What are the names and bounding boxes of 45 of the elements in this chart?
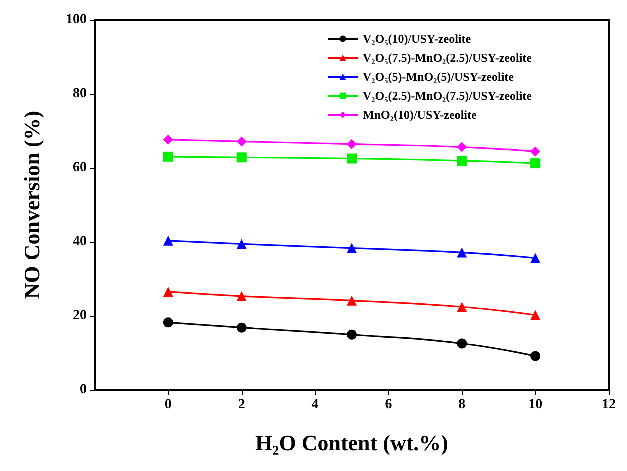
point (530, 351, 541, 362)
point (236, 291, 247, 302)
point (347, 296, 357, 306)
legend-label: V₂O₅(7.5)-MnO₂(2.5)/USY-zeolite (363, 51, 533, 65)
y-tick-label: 20 (73, 308, 87, 324)
point (530, 158, 541, 169)
point (530, 146, 541, 157)
legend-label: MnO₂(10)/USY-zeolite (363, 108, 478, 122)
y-tick-label: 40 (73, 234, 87, 250)
x-tick-label: 2 (238, 398, 246, 412)
x-tick-label: 8 (458, 398, 466, 412)
y-tick-label: 60 (73, 160, 87, 176)
x-axis-title: H₂O Content (wt.%) (256, 430, 448, 456)
x-tick-label: 0 (164, 398, 172, 412)
y-tick-label: 100 (66, 12, 87, 28)
point (457, 156, 468, 166)
point (457, 248, 468, 258)
point (163, 286, 174, 297)
point (530, 310, 541, 320)
x-tick-label: 4 (312, 398, 319, 412)
legend-label: V₂O₅(10)/USY-zeolite (363, 32, 472, 46)
legend-label: V₂O₅(5)-MnO₂(5)/USY-zeolite (363, 70, 515, 84)
point (457, 302, 468, 312)
legend-label: V₂O₅(2.5)-MnO₂(7.5)/USY-zeolite (363, 89, 533, 103)
point (347, 243, 357, 254)
y-tick-label: 80 (73, 86, 87, 102)
point (236, 322, 247, 333)
point (163, 318, 174, 328)
y-tick-label: 0 (80, 382, 87, 398)
point (457, 338, 468, 349)
point (236, 152, 247, 163)
point (236, 239, 247, 250)
point (347, 154, 357, 164)
point (163, 152, 174, 162)
y-axis-title: NO Conversion (%) (20, 110, 44, 300)
point (236, 136, 247, 147)
x-tick-label: 12 (602, 398, 616, 412)
x-tick-label: 6 (385, 398, 392, 412)
point (347, 330, 357, 340)
point (530, 253, 541, 264)
point (457, 142, 468, 152)
point (163, 236, 174, 246)
point (163, 134, 174, 145)
point (347, 139, 357, 150)
x-tick-label: 10 (528, 398, 543, 412)
